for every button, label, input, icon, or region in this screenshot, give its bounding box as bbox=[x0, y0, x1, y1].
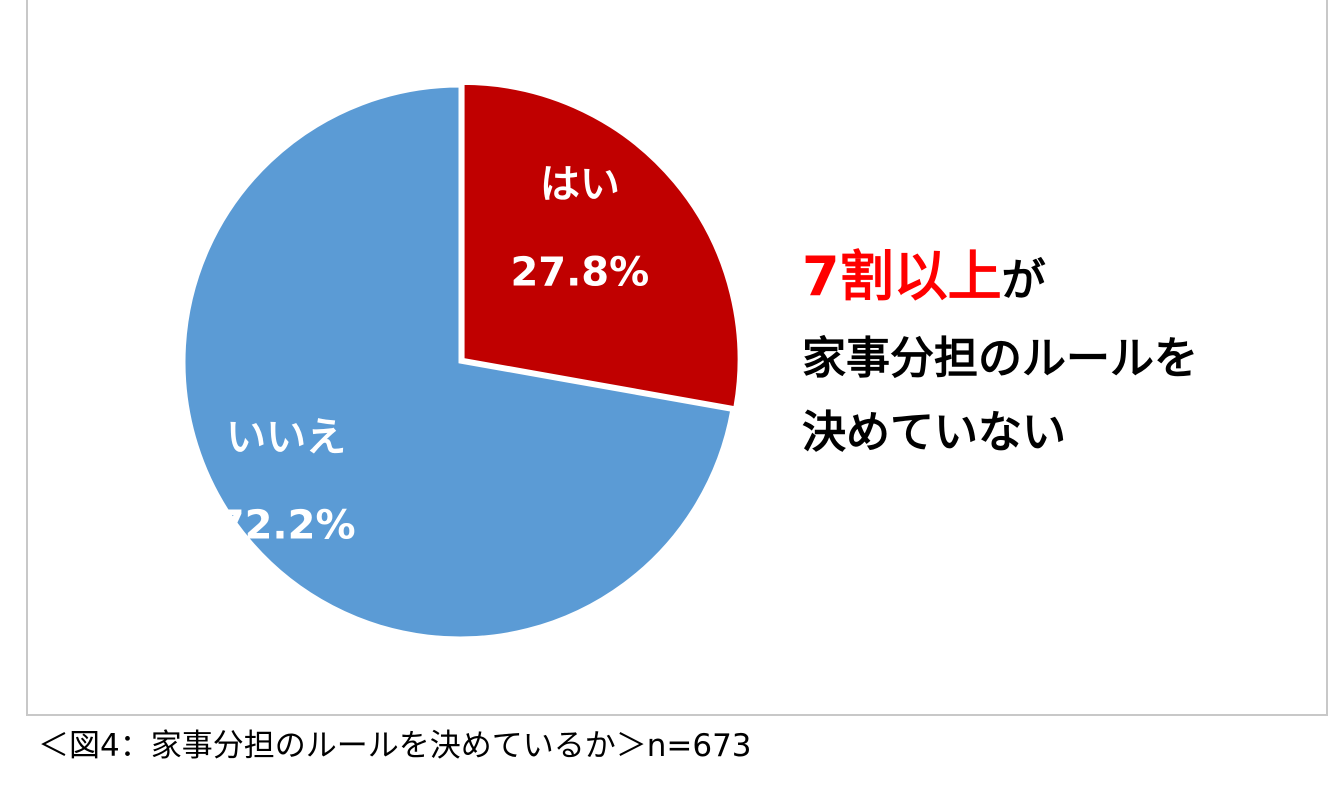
pie-slice-yes bbox=[461, 81, 741, 410]
pie-label-value-no: 72.2% bbox=[217, 502, 356, 548]
pie-chart: はい 27.8% いいえ 72.2% bbox=[182, 81, 741, 640]
pie-slice-no bbox=[182, 84, 734, 640]
pie-chart-svg: はい 27.8% いいえ 72.2% bbox=[182, 81, 741, 640]
annotation-highlight: 7割以上 bbox=[802, 245, 1002, 308]
pie-label-category-no: いいえ bbox=[226, 414, 346, 460]
annotation-line-1: 7割以上が bbox=[802, 236, 1302, 322]
annotation-line-3: 決めていない bbox=[802, 407, 1066, 458]
pie-label-value-yes: 27.8% bbox=[510, 250, 649, 296]
annotation-line-2: 家事分担のルールを bbox=[802, 333, 1198, 384]
annotation-text: 7割以上が 家事分担のルールを 決めていない bbox=[802, 236, 1302, 470]
annotation-line-1-rest: が bbox=[1001, 255, 1046, 306]
pie-label-category-yes: はい bbox=[540, 162, 620, 208]
figure-caption: ＜図4：家事分担のルールを決めているか＞n=673 bbox=[38, 728, 752, 764]
